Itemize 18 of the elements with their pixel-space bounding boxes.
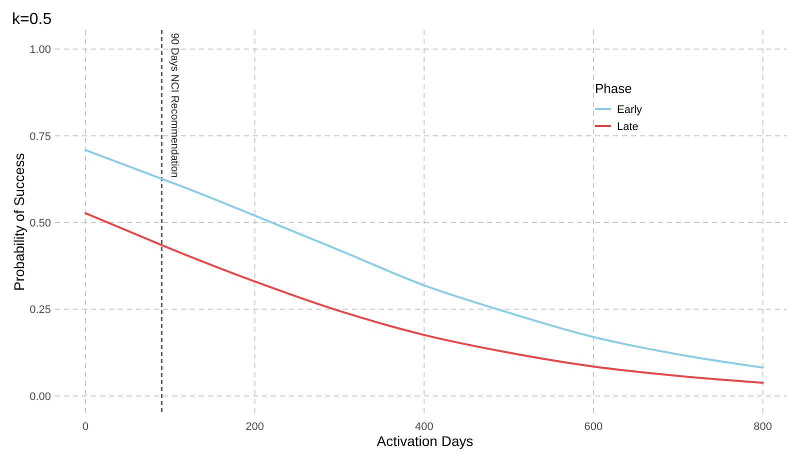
x-tick-label: 200 (246, 421, 264, 433)
y-tick-label: 0.50 (30, 218, 51, 230)
x-tick-label: 400 (414, 421, 434, 433)
legend-title: Phase (595, 81, 632, 96)
y-tick-label: 0.25 (30, 304, 51, 316)
x-tick-label: 800 (754, 421, 772, 433)
y-axis-title: Probability of Success (11, 153, 27, 291)
y-tick-label: 0.75 (30, 130, 51, 143)
x-tick-label: 0 (82, 421, 89, 433)
legend-label: Late (617, 121, 638, 133)
y-tick-label: 1.00 (30, 44, 51, 56)
line-series (84, 212, 764, 384)
y-tick-label: 0.00 (30, 390, 51, 403)
ref-line-label: 90 Days NCI Recommendation (168, 33, 181, 178)
x-axis-title: Activation Days (376, 433, 474, 449)
chart-title: k=0.5 (12, 11, 52, 28)
legend-label: Early (617, 104, 643, 116)
x-tick-label: 600 (584, 421, 603, 433)
